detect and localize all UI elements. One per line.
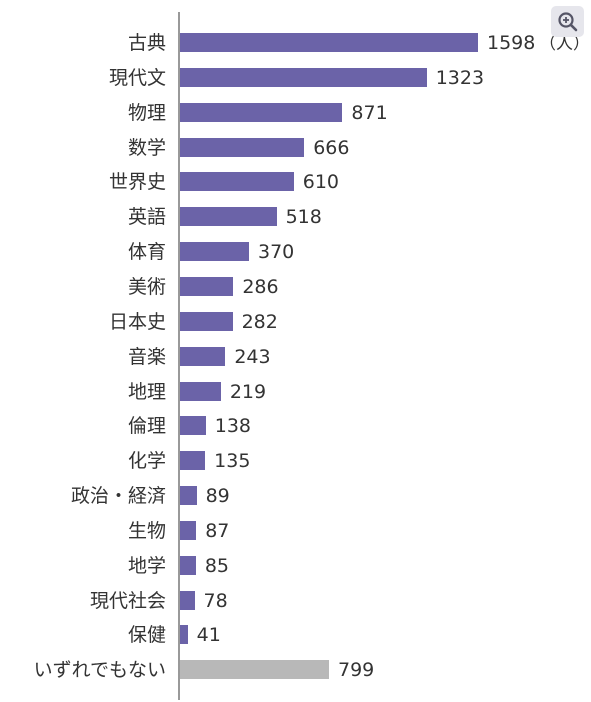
value-label: 41	[196, 624, 221, 647]
value-label: 370	[257, 241, 295, 264]
zoom-button[interactable]	[551, 6, 584, 37]
bar	[180, 67, 427, 87]
bar	[180, 381, 221, 401]
y-axis-line	[178, 12, 180, 700]
category-label: 英語	[127, 206, 166, 229]
category-label: 生物	[127, 519, 166, 542]
category-label: 政治・経済	[70, 485, 166, 508]
bar	[180, 590, 195, 610]
category-label: 美術	[127, 275, 166, 298]
bar	[180, 451, 206, 471]
value-label: 89	[205, 485, 230, 508]
category-label: 保健	[127, 624, 166, 647]
value-label: 135	[214, 450, 251, 473]
bar	[180, 625, 188, 645]
bar	[180, 276, 234, 296]
category-label: 倫理	[127, 415, 166, 438]
bar	[180, 486, 197, 506]
category-label: 物理	[127, 101, 166, 124]
unit-wrapper: （人）	[539, 31, 590, 56]
category-label: 音楽	[127, 345, 166, 368]
value-label: 87	[205, 519, 230, 542]
category-label: 化学	[127, 450, 166, 473]
value-label: 282	[241, 310, 278, 333]
value-label: 219	[229, 380, 267, 403]
value-label: 1323	[435, 66, 485, 89]
value-label: 871	[351, 101, 388, 124]
bar	[180, 172, 294, 192]
bar	[180, 33, 478, 52]
category-label: 日本史	[108, 310, 166, 333]
value-label: 610	[302, 171, 340, 194]
value-label: 1598	[487, 32, 536, 54]
value-label: 518	[285, 206, 322, 229]
bar	[180, 520, 197, 540]
bar	[180, 660, 329, 680]
bar	[180, 311, 233, 331]
bar	[180, 207, 277, 227]
category-label: いずれでもない	[33, 659, 166, 682]
value-label: 666	[313, 136, 350, 159]
category-label: 現代文	[108, 66, 166, 89]
category-label: 古典	[127, 32, 166, 54]
value-label: 138	[214, 415, 251, 438]
bar	[180, 102, 343, 122]
bar	[180, 416, 206, 436]
bar	[180, 242, 249, 262]
category-label: 地理	[127, 380, 166, 403]
value-label: 85	[204, 554, 230, 577]
value-label: 78	[203, 589, 228, 612]
value-label: 243	[234, 345, 271, 368]
unit-label: （人）	[539, 34, 590, 54]
category-label: 体育	[127, 241, 166, 264]
bar	[180, 555, 196, 575]
value-label: 799	[338, 659, 375, 682]
category-label: 地学	[127, 554, 166, 577]
value-label: 286	[242, 275, 279, 298]
category-label: 世界史	[108, 171, 166, 194]
bar	[180, 137, 305, 157]
category-label: 現代社会	[89, 589, 166, 612]
category-label: 数学	[127, 136, 166, 159]
zoom-in-icon	[558, 12, 578, 32]
bar	[180, 346, 226, 366]
